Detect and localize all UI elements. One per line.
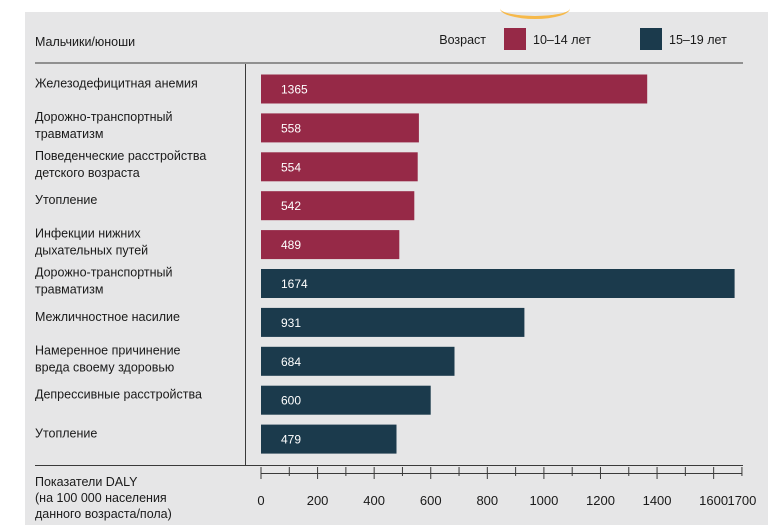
x-axis-caption-line: Показатели DALY xyxy=(35,475,138,489)
legend-label-2: 15–19 лет xyxy=(669,33,727,47)
bar xyxy=(261,191,415,221)
category-label: Дорожно-транспортный травматизм xyxy=(35,110,172,141)
category-label: Намеренное причинение вреда своему здоров… xyxy=(35,343,181,374)
category-label: Дорожно-транспортный травматизм xyxy=(35,266,172,297)
bar-value-label: 931 xyxy=(281,316,301,330)
bar xyxy=(261,113,419,143)
legend-label-1: 10–14 лет xyxy=(533,33,591,47)
x-tick-label: 600 xyxy=(420,493,442,508)
bar-value-label: 558 xyxy=(281,121,301,135)
x-tick-label: 1700 xyxy=(727,493,756,508)
bar xyxy=(261,424,397,454)
bar-value-label: 1365 xyxy=(281,83,308,97)
bar xyxy=(261,230,400,260)
bars: 1365 558 554 542 489 1674 931 684 600 479 xyxy=(261,74,735,454)
bar xyxy=(261,385,431,415)
bar xyxy=(261,346,455,376)
legend-title: Возраст xyxy=(439,33,486,47)
x-tick-label: 400 xyxy=(363,493,385,508)
bar xyxy=(261,307,525,337)
bar xyxy=(261,152,418,182)
axis-caption: Показатели DALY (на 100 000 населения данн… xyxy=(35,475,172,521)
category-label: Инфекции нижних дыхательных путей xyxy=(35,227,148,258)
category-label: Железодефицитная анемия xyxy=(35,77,198,91)
bar-value-label: 684 xyxy=(281,355,301,369)
x-tick-label: 800 xyxy=(476,493,498,508)
group-label: Мальчики/юноши xyxy=(35,35,135,49)
legend-swatch-2 xyxy=(640,28,662,50)
bar-value-label: 489 xyxy=(281,238,301,252)
x-axis-caption-line: (на 100 000 населения xyxy=(35,491,167,505)
legend: 10–14 лет 15–19 лет xyxy=(504,28,727,50)
category-label: Утопление xyxy=(35,193,97,207)
category-label: Депрессивные расстройства xyxy=(35,388,202,402)
x-axis: 0 200 400 600 800 1000 1200 1400 1600 1700 xyxy=(257,467,756,508)
bar xyxy=(261,269,735,298)
bar-value-label: 1674 xyxy=(281,277,308,291)
x-tick-label: 1200 xyxy=(586,493,615,508)
category-label: Утопление xyxy=(35,427,97,441)
x-axis-caption-line: данного возраста/пола) xyxy=(35,507,172,521)
category-labels: Железодефицитная анемия Дорожно-транспорт… xyxy=(35,77,206,441)
category-label: Поведенческие расстройства детского возра… xyxy=(35,149,206,180)
x-tick-label: 1600 xyxy=(699,493,728,508)
x-tick-label: 1000 xyxy=(529,493,558,508)
x-tick-label: 200 xyxy=(307,493,329,508)
category-label: Межличностное насилие xyxy=(35,310,180,324)
bar-value-label: 600 xyxy=(281,394,301,408)
bar-value-label: 554 xyxy=(281,160,301,174)
bar-value-label: 479 xyxy=(281,433,301,447)
bar xyxy=(261,74,648,104)
legend-swatch-1 xyxy=(504,28,526,50)
bar-value-label: 542 xyxy=(281,199,301,213)
x-tick-label: 1400 xyxy=(643,493,672,508)
accent-arc xyxy=(500,0,570,19)
x-tick-label: 0 xyxy=(257,493,264,508)
